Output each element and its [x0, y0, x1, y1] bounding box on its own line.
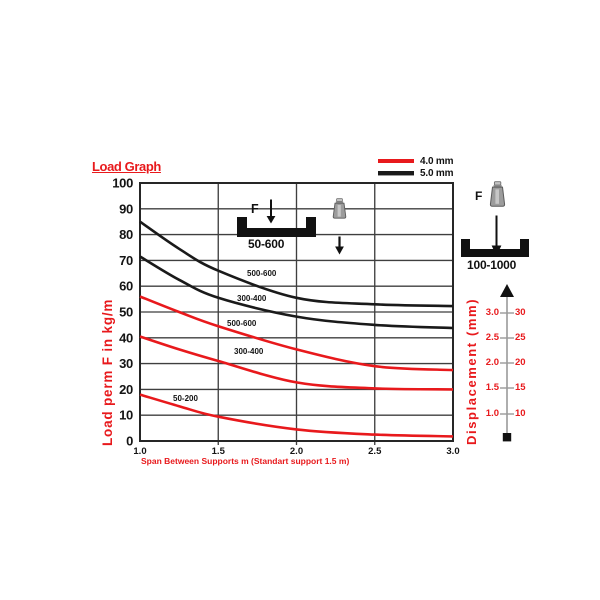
y-tick-label: 40 [119, 330, 133, 345]
x-tick-label: 2.0 [290, 446, 303, 457]
profile-range-label: 50-600 [248, 237, 285, 251]
curve-label: 500-600 [227, 319, 257, 328]
legend-label: 5.0 mm [420, 167, 454, 179]
curve-label: 300-400 [237, 294, 267, 303]
curve-label: 300-400 [234, 347, 264, 356]
curve-label: 50-200 [173, 394, 198, 403]
displacement-mm-label: 2.5 [485, 332, 499, 343]
displacement-mm-label: 3.0 [485, 307, 499, 318]
displacement-alt-label: 15 [515, 382, 526, 393]
legend: 4.0 mm 5.0 mm [378, 155, 453, 179]
displacement-alt-label: 20 [515, 357, 526, 368]
weight-icon [489, 181, 506, 207]
displacement-mm-label: 1.5 [485, 382, 499, 393]
displacement-mm-label: 2.0 [485, 357, 499, 368]
legend-line-black-icon [378, 170, 414, 176]
down-arrow-icon [266, 199, 276, 224]
displacement-mm-label: 1.0 [485, 408, 499, 419]
y-tick-label: 70 [119, 253, 133, 268]
y-tick-label: 90 [119, 201, 133, 216]
y-tick-label: 10 [119, 408, 133, 423]
y-tick-label: 0 [126, 434, 133, 449]
displacement-alt-label: 30 [515, 307, 526, 318]
legend-item-4mm: 4.0 mm [378, 155, 453, 167]
force-label: F [475, 189, 483, 203]
legend-label: 4.0 mm [420, 155, 454, 167]
profile-channel-icon [461, 239, 529, 257]
x-tick-label: 1.0 [133, 446, 146, 457]
x-tick-label: 1.5 [212, 446, 226, 457]
y-tick-label: 20 [119, 382, 133, 397]
y-tick-label: 80 [119, 227, 133, 242]
profile-range-label: 100-1000 [467, 258, 517, 272]
plot-border [139, 182, 454, 442]
down-arrow-icon [335, 236, 344, 255]
displacement-alt-label: 10 [515, 408, 526, 419]
displacement-scale-axis [500, 284, 514, 442]
y-tick-label: 30 [119, 356, 133, 371]
y-tick-label: 50 [119, 305, 133, 320]
curve-300-400-5mm [139, 255, 454, 330]
curve-300-400-4mm [139, 335, 454, 391]
force-label: F [251, 202, 259, 216]
curve-50-200-4mm [139, 393, 454, 438]
x-axis-title: Span Between Supports m (Standart suppor… [141, 456, 350, 466]
weight-icon [332, 198, 347, 219]
chart-title: Load Graph [92, 159, 161, 174]
y-tick-label: 60 [119, 279, 133, 294]
legend-line-red-icon [378, 159, 414, 163]
profile-channel-icon [237, 217, 316, 237]
displacement-axis-title: Displacement (mm) [464, 297, 479, 445]
curve-500-600-4mm [139, 295, 454, 372]
x-tick-label: 2.5 [368, 446, 382, 457]
curve-500-600-5mm [139, 220, 454, 308]
y-tick-label: 100 [112, 176, 133, 191]
displacement-alt-label: 25 [515, 332, 526, 343]
y-axis-title: Load perm F in kg/m [100, 298, 115, 446]
x-tick-label: 3.0 [446, 446, 459, 457]
curve-label: 500-600 [247, 269, 277, 278]
legend-item-5mm: 5.0 mm [378, 167, 453, 179]
